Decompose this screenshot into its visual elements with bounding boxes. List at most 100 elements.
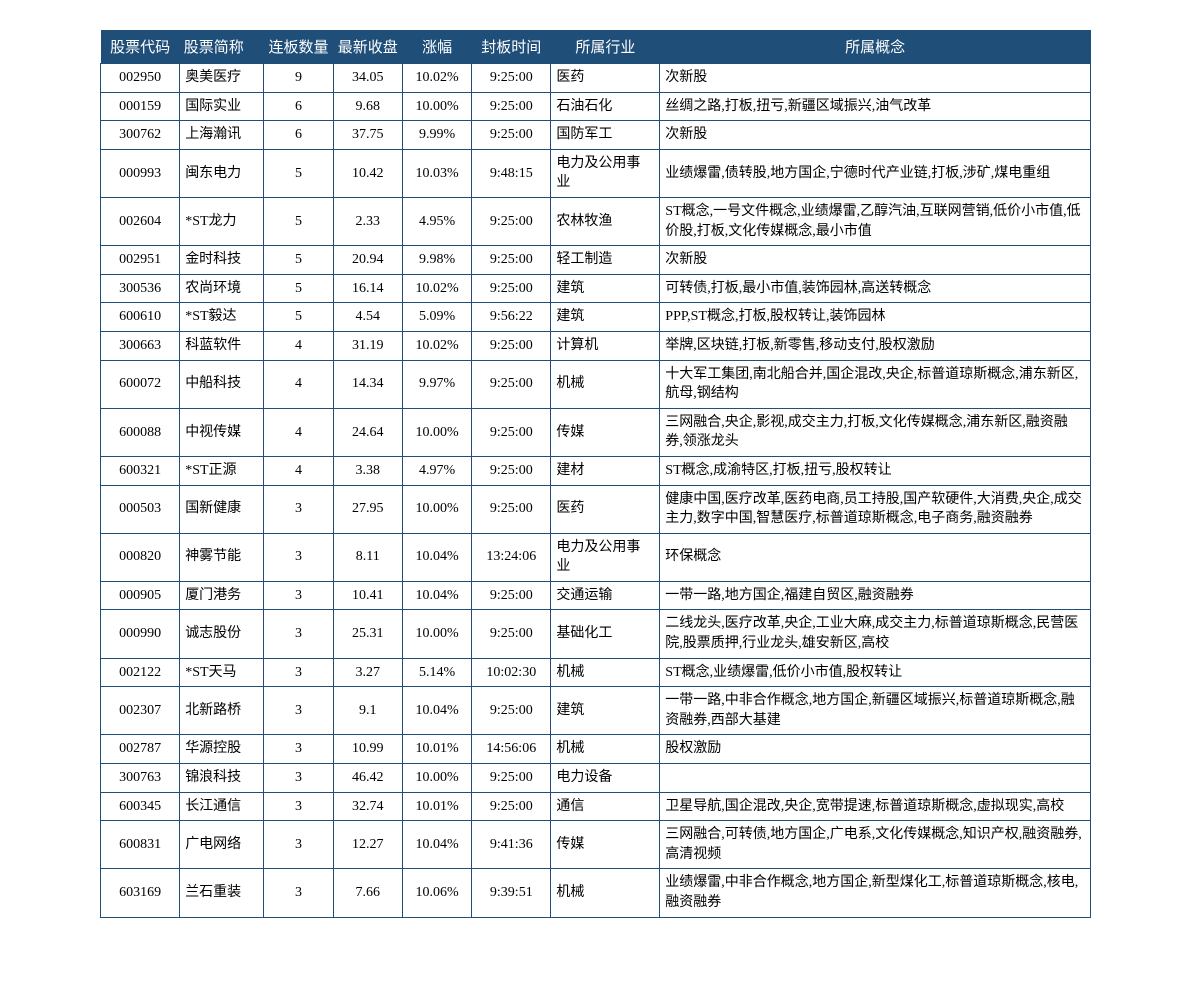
cell-code: 300536 — [101, 274, 180, 303]
cell-name: 神雾节能 — [180, 533, 264, 581]
cell-count: 3 — [264, 821, 333, 869]
cell-price: 3.27 — [333, 658, 402, 687]
cell-time: 13:24:06 — [472, 533, 551, 581]
cell-price: 25.31 — [333, 610, 402, 658]
table-row: 600072中船科技414.349.97%9:25:00机械十大军工集团,南北船… — [101, 360, 1091, 408]
cell-change: 10.00% — [402, 92, 471, 121]
cell-industry: 建筑 — [551, 687, 660, 735]
cell-name: 科蓝软件 — [180, 331, 264, 360]
cell-code: 600831 — [101, 821, 180, 869]
cell-time: 9:25:00 — [472, 610, 551, 658]
cell-price: 14.34 — [333, 360, 402, 408]
cell-code: 603169 — [101, 869, 180, 917]
cell-name: 上海瀚讯 — [180, 121, 264, 150]
cell-price: 32.74 — [333, 792, 402, 821]
cell-concept: 丝绸之路,打板,扭亏,新疆区域振兴,油气改革 — [660, 92, 1091, 121]
cell-time: 10:02:30 — [472, 658, 551, 687]
cell-concept: 次新股 — [660, 246, 1091, 275]
cell-industry: 通信 — [551, 792, 660, 821]
cell-count: 4 — [264, 331, 333, 360]
cell-time: 9:25:00 — [472, 121, 551, 150]
cell-concept: 健康中国,医疗改革,医药电商,员工持股,国产软硬件,大消费,央企,成交主力,数字… — [660, 485, 1091, 533]
cell-count: 3 — [264, 792, 333, 821]
cell-change: 4.95% — [402, 197, 471, 245]
cell-industry: 轻工制造 — [551, 246, 660, 275]
cell-industry: 机械 — [551, 735, 660, 764]
cell-industry: 电力及公用事业 — [551, 533, 660, 581]
cell-code: 300763 — [101, 764, 180, 793]
table-header: 股票代码 股票简称 连板数量 最新收盘 涨幅 封板时间 所属行业 所属概念 — [101, 30, 1091, 64]
cell-name: 中视传媒 — [180, 408, 264, 456]
cell-count: 5 — [264, 246, 333, 275]
cell-concept: 环保概念 — [660, 533, 1091, 581]
cell-price: 16.14 — [333, 274, 402, 303]
cell-time: 9:25:00 — [472, 274, 551, 303]
header-concept: 所属概念 — [660, 30, 1091, 64]
cell-time: 9:25:00 — [472, 64, 551, 93]
cell-code: 002307 — [101, 687, 180, 735]
cell-concept: 一带一路,地方国企,福建自贸区,融资融券 — [660, 581, 1091, 610]
cell-price: 9.68 — [333, 92, 402, 121]
header-price: 最新收盘 — [333, 30, 402, 64]
cell-time: 14:56:06 — [472, 735, 551, 764]
cell-price: 34.05 — [333, 64, 402, 93]
cell-industry: 建筑 — [551, 303, 660, 332]
cell-concept: 二线龙头,医疗改革,央企,工业大麻,成交主力,标普道琼斯概念,民营医院,股票质押… — [660, 610, 1091, 658]
cell-name: 兰石重装 — [180, 869, 264, 917]
cell-count: 3 — [264, 581, 333, 610]
cell-change: 10.00% — [402, 764, 471, 793]
cell-count: 3 — [264, 485, 333, 533]
table-row: 002787华源控股310.9910.01%14:56:06机械股权激励 — [101, 735, 1091, 764]
table-row: 002122*ST天马33.275.14%10:02:30机械ST概念,业绩爆雷… — [101, 658, 1091, 687]
cell-name: 北新路桥 — [180, 687, 264, 735]
table-row: 300763锦浪科技346.4210.00%9:25:00电力设备 — [101, 764, 1091, 793]
cell-price: 10.99 — [333, 735, 402, 764]
cell-code: 002950 — [101, 64, 180, 93]
cell-count: 4 — [264, 408, 333, 456]
cell-price: 31.19 — [333, 331, 402, 360]
table-row: 300536农尚环境516.1410.02%9:25:00建筑可转债,打板,最小… — [101, 274, 1091, 303]
cell-count: 5 — [264, 197, 333, 245]
header-time: 封板时间 — [472, 30, 551, 64]
cell-code: 000159 — [101, 92, 180, 121]
cell-industry: 计算机 — [551, 331, 660, 360]
cell-industry: 传媒 — [551, 821, 660, 869]
cell-time: 9:25:00 — [472, 92, 551, 121]
header-count: 连板数量 — [264, 30, 333, 64]
cell-code: 300762 — [101, 121, 180, 150]
cell-count: 4 — [264, 456, 333, 485]
cell-price: 27.95 — [333, 485, 402, 533]
cell-price: 10.42 — [333, 149, 402, 197]
cell-change: 10.02% — [402, 331, 471, 360]
cell-name: 中船科技 — [180, 360, 264, 408]
cell-time: 9:25:00 — [472, 792, 551, 821]
cell-concept: 三网融合,可转债,地方国企,广电系,文化传媒概念,知识产权,融资融券,高清视频 — [660, 821, 1091, 869]
cell-time: 9:39:51 — [472, 869, 551, 917]
cell-price: 3.38 — [333, 456, 402, 485]
cell-concept: 次新股 — [660, 64, 1091, 93]
cell-name: 华源控股 — [180, 735, 264, 764]
cell-time: 9:56:22 — [472, 303, 551, 332]
stock-table: 股票代码 股票简称 连板数量 最新收盘 涨幅 封板时间 所属行业 所属概念 00… — [100, 30, 1091, 918]
table-body: 002950奥美医疗934.0510.02%9:25:00医药次新股000159… — [101, 64, 1091, 918]
cell-change: 10.03% — [402, 149, 471, 197]
header-name: 股票简称 — [180, 30, 264, 64]
cell-industry: 电力及公用事业 — [551, 149, 660, 197]
table-row: 600831广电网络312.2710.04%9:41:36传媒三网融合,可转债,… — [101, 821, 1091, 869]
cell-name: *ST正源 — [180, 456, 264, 485]
cell-count: 5 — [264, 303, 333, 332]
cell-industry: 医药 — [551, 64, 660, 93]
cell-name: *ST毅达 — [180, 303, 264, 332]
cell-count: 3 — [264, 869, 333, 917]
cell-concept: 次新股 — [660, 121, 1091, 150]
header-industry: 所属行业 — [551, 30, 660, 64]
cell-name: 厦门港务 — [180, 581, 264, 610]
cell-count: 5 — [264, 149, 333, 197]
cell-price: 9.1 — [333, 687, 402, 735]
cell-code: 002951 — [101, 246, 180, 275]
cell-industry: 石油石化 — [551, 92, 660, 121]
cell-time: 9:25:00 — [472, 764, 551, 793]
cell-code: 000990 — [101, 610, 180, 658]
cell-change: 10.04% — [402, 533, 471, 581]
cell-change: 9.97% — [402, 360, 471, 408]
